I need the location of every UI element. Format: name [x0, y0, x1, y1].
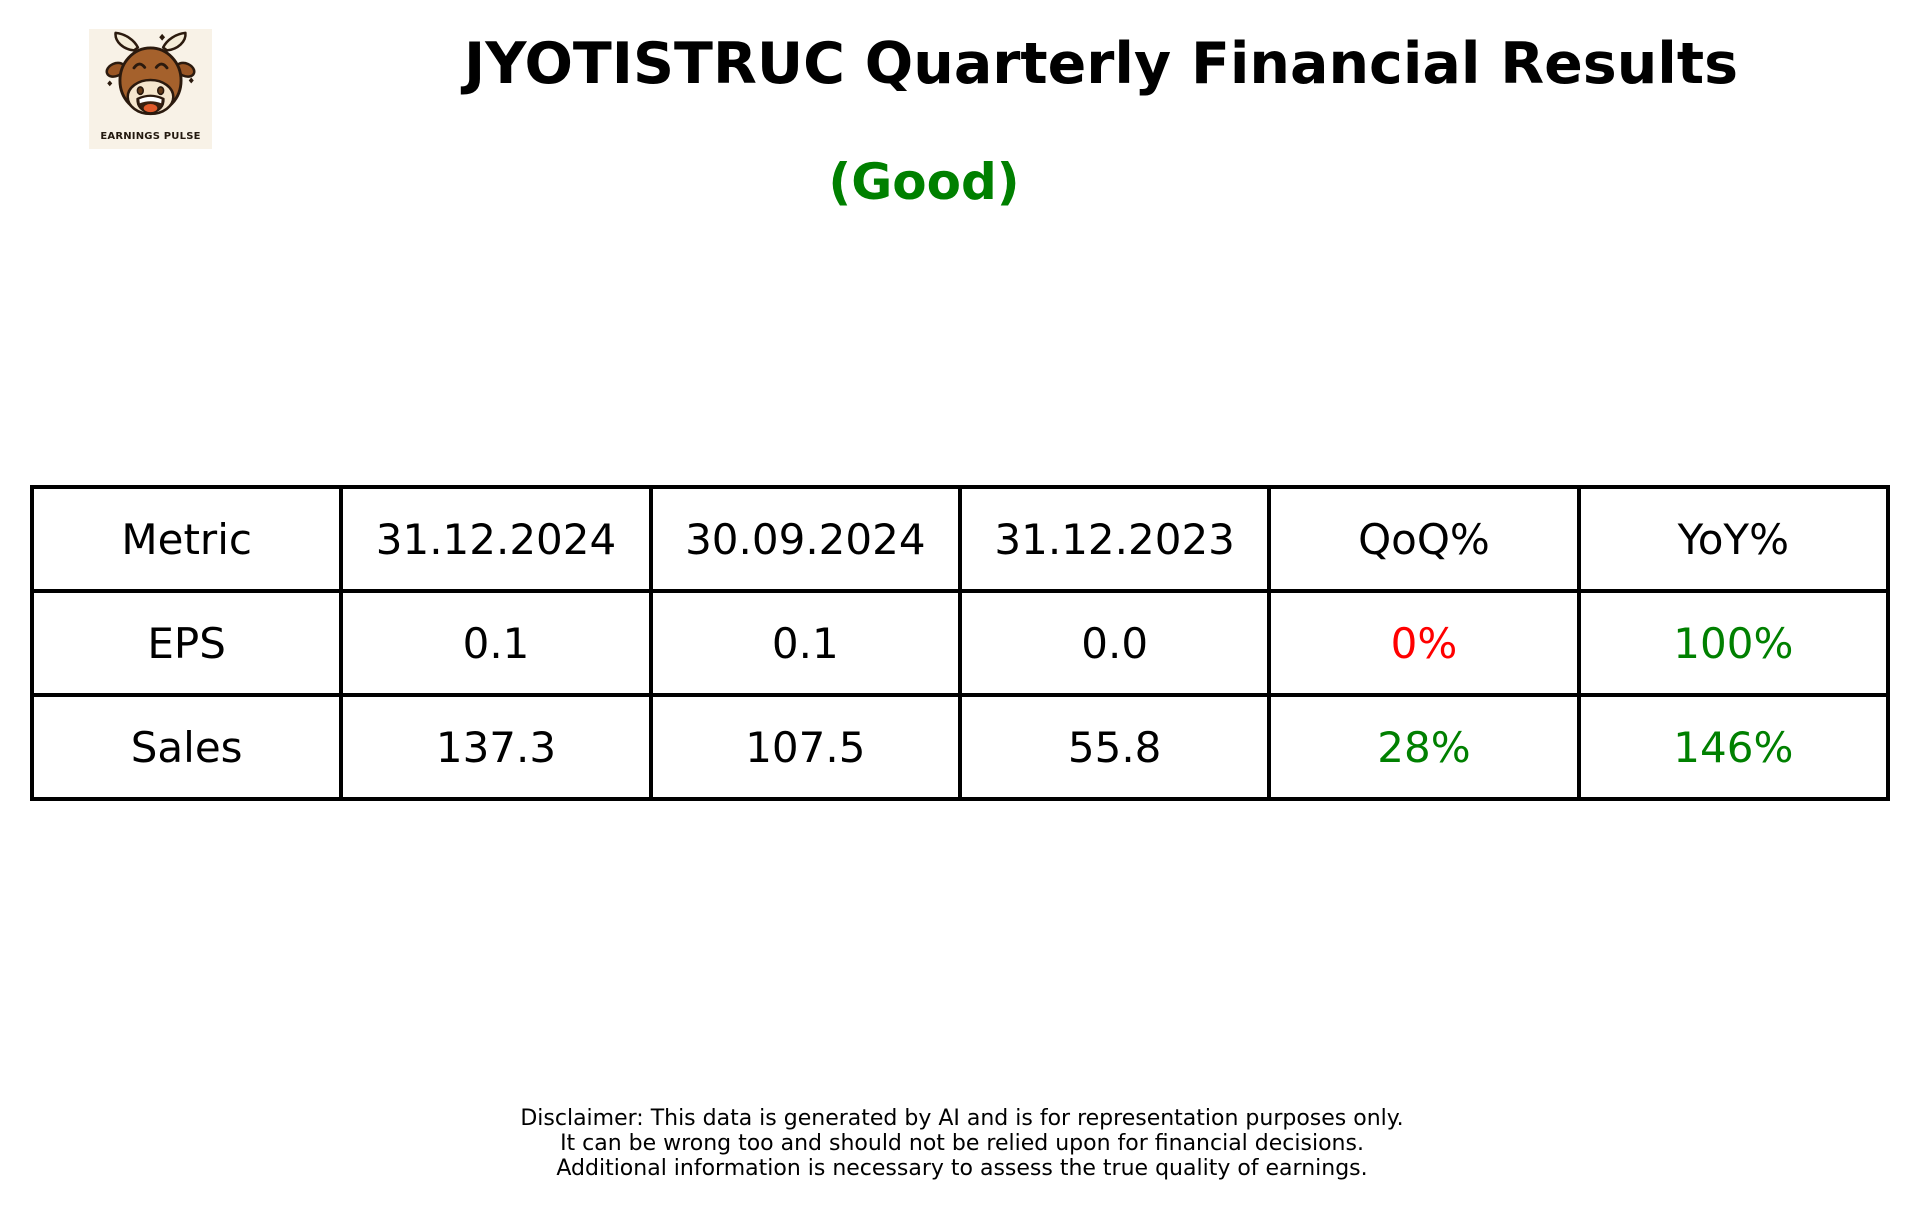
column-header-metric: Metric [29, 485, 344, 593]
yoy-value: 100% [1576, 589, 1891, 697]
table-cell: 0.0 [957, 589, 1272, 697]
metric-label: Sales [29, 693, 344, 801]
disclaimer: Disclaimer: This data is generated by AI… [520, 1106, 1403, 1181]
table-cell: 0.1 [648, 589, 962, 697]
metric-label: EPS [29, 589, 344, 697]
table-header-row: Metric 31.12.2024 30.09.2024 31.12.2023 … [29, 485, 1891, 593]
disclaimer-line: It can be wrong too and should not be re… [560, 1131, 1364, 1156]
brand-logo: EARNINGS PULSE [89, 29, 212, 149]
column-header-qoq: QoQ% [1267, 485, 1581, 593]
column-header-yoy: YoY% [1576, 485, 1891, 593]
disclaimer-line: Additional information is necessary to a… [556, 1156, 1368, 1181]
table-row-eps: EPS 0.1 0.1 0.0 0% 100% [29, 589, 1891, 697]
brand-name: EARNINGS PULSE [100, 131, 201, 142]
table-cell: 107.5 [648, 693, 962, 801]
table-cell: 137.3 [339, 693, 653, 801]
qoq-value: 28% [1267, 693, 1581, 801]
table-row-sales: Sales 137.3 107.5 55.8 28% 146% [29, 693, 1891, 801]
qoq-value: 0% [1267, 589, 1581, 697]
column-header-q-yearago: 31.12.2023 [957, 485, 1272, 593]
results-table: Metric 31.12.2024 30.09.2024 31.12.2023 … [29, 485, 1891, 801]
table-cell: 55.8 [957, 693, 1272, 801]
bull-icon [105, 31, 196, 116]
column-header-q-previous: 30.09.2024 [648, 485, 962, 593]
verdict-label: (Good) [828, 153, 1020, 211]
disclaimer-line: Disclaimer: This data is generated by AI… [520, 1106, 1404, 1131]
column-header-q-current: 31.12.2024 [339, 485, 653, 593]
table-cell: 0.1 [339, 589, 653, 697]
yoy-value: 146% [1576, 693, 1891, 801]
page-title: JYOTISTRUC Quarterly Financial Results [464, 31, 1738, 97]
